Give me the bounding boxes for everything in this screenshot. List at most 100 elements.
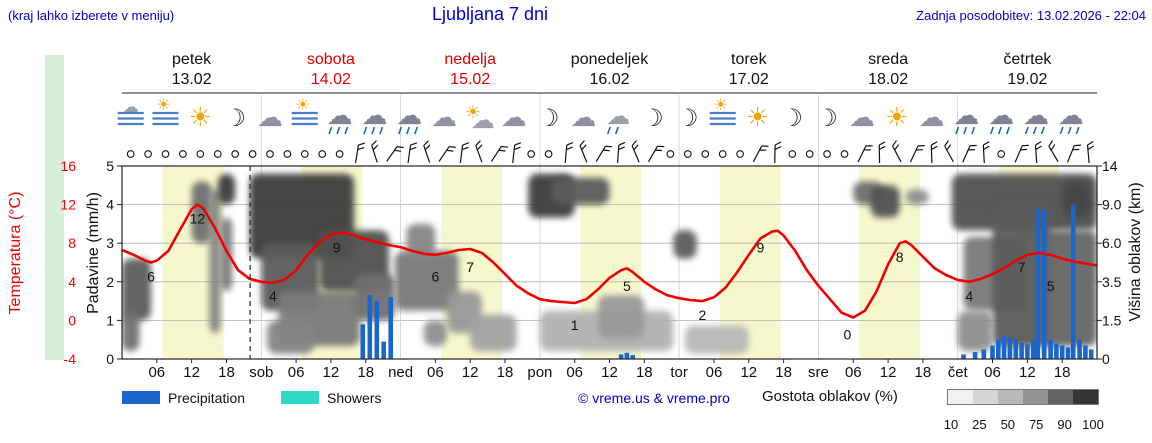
- day-name: sobota: [307, 51, 355, 68]
- raindrop-icon: [989, 126, 994, 135]
- time-tick-label: 06: [845, 364, 862, 381]
- time-tick-label: 06: [148, 364, 165, 381]
- temperature-value-label: 9: [757, 240, 765, 256]
- sun-icon: ☀: [746, 102, 769, 132]
- copyright-link[interactable]: © vreme.us & vreme.pro: [578, 390, 730, 406]
- cloud-icon: ☁: [362, 100, 388, 130]
- last-update-text: Zadnja posodobitev: 13.02.2026 - 22:04: [916, 8, 1146, 23]
- wind-calm-icon: [213, 150, 222, 158]
- day-date: 19.02: [1007, 71, 1047, 88]
- precip-bar: [1088, 349, 1094, 359]
- raindrop-icon: [1067, 126, 1072, 135]
- wind-calm-icon: [179, 150, 187, 158]
- density-tick-label: 100: [1082, 417, 1104, 432]
- cloud-icon: ☁: [396, 100, 422, 130]
- day-name: ponedeljek: [571, 51, 649, 68]
- cloud-icon: ☁: [988, 100, 1014, 130]
- precip-bar: [1077, 339, 1082, 359]
- precip-bar: [990, 345, 995, 359]
- cloud-km-tick-label: 6.0: [1102, 235, 1122, 251]
- temp-tick-label: 8: [68, 235, 76, 251]
- time-tick-label: 18: [775, 364, 792, 381]
- moon-icon: ☽: [224, 105, 246, 132]
- day-name: torek: [731, 51, 768, 68]
- left-accent-strip: [45, 55, 64, 360]
- cloud-icon: ☁: [849, 102, 875, 132]
- precip-bar: [972, 352, 978, 359]
- precip-bar: [1041, 210, 1047, 359]
- cloud-region: [684, 325, 749, 354]
- wind-barb-icon: [647, 145, 665, 163]
- precip-bar: [1007, 337, 1013, 359]
- moon-icon: ☽: [816, 105, 838, 132]
- wind-calm-icon: [283, 150, 292, 158]
- day-name: petek: [172, 51, 212, 68]
- raindrop-icon: [1024, 126, 1029, 135]
- day-abbrev-label: pon: [527, 364, 552, 381]
- wind-calm-icon: [144, 150, 152, 158]
- cloud-region: [470, 314, 517, 352]
- cloud-icon: ☁: [953, 100, 979, 130]
- raindrop-icon: [379, 126, 384, 135]
- day-abbrev-label: tor: [670, 364, 688, 381]
- precip-bar: [1025, 344, 1030, 359]
- raindrop-icon: [414, 126, 419, 135]
- wind-barb-icon: [892, 140, 902, 163]
- precip-bar: [1001, 335, 1007, 359]
- time-tick-label: 12: [462, 364, 479, 381]
- wind-calm-icon: [335, 150, 344, 158]
- time-tick-label: 18: [497, 364, 514, 381]
- wind-barb-icon: [1034, 141, 1042, 164]
- sun-icon: ☀: [156, 97, 170, 114]
- day-abbrev-label: sob: [249, 364, 273, 381]
- cloud-region: [220, 217, 233, 292]
- wind-barb-icon: [512, 142, 522, 164]
- time-tick-label: 18: [218, 364, 235, 381]
- temperature-value-label: 4: [965, 288, 973, 304]
- day-date: 15.02: [450, 71, 490, 88]
- precip-bar: [618, 354, 624, 359]
- wind-barb-icon: [564, 142, 574, 164]
- precip-bar: [1070, 204, 1076, 359]
- cloud-region: [217, 173, 236, 205]
- cloud-km-tick-label: 3.5: [1102, 274, 1122, 290]
- precip-tick-label: 3: [106, 235, 114, 251]
- wind-barb-icon: [423, 140, 431, 163]
- day-name: četrtek: [1003, 51, 1052, 68]
- precip-bar: [360, 324, 366, 359]
- cloud-icon: ☁: [919, 102, 945, 132]
- raindrop-icon: [955, 126, 960, 135]
- day-name: sreda: [868, 51, 908, 68]
- wind-barb-icon: [982, 141, 990, 164]
- wind-barb-icon: [962, 144, 977, 163]
- wind-barb-icon: [371, 140, 379, 163]
- cloud-icon: ☁: [570, 102, 596, 132]
- cloud-region: [597, 295, 645, 339]
- density-tick-label: 50: [1000, 417, 1016, 432]
- time-tick-label: 18: [357, 364, 374, 381]
- cloud-region: [122, 258, 151, 321]
- cloud-icon: ☁: [606, 103, 630, 130]
- precip-tick-label: 5: [106, 158, 114, 174]
- wind-barb-icon: [1086, 141, 1094, 164]
- sun-icon: ☀: [714, 97, 728, 114]
- wind-barb-icon: [616, 141, 626, 164]
- wind-calm-icon: [266, 150, 274, 158]
- day-date: 16.02: [589, 71, 629, 88]
- sun-icon: ☀: [885, 102, 908, 132]
- time-tick-label: 12: [1019, 364, 1036, 381]
- day-date: 13.02: [172, 71, 212, 88]
- wind-barb-icon: [475, 140, 483, 163]
- cloud-icon: ☁: [327, 100, 353, 130]
- temperature-value-label: 12: [190, 211, 206, 227]
- density-tick-label: 75: [1028, 417, 1044, 432]
- precip-bar: [1013, 339, 1019, 359]
- precip-bar: [388, 297, 393, 359]
- moon-icon: ☽: [782, 105, 804, 132]
- temp-tick-label: 16: [60, 158, 76, 174]
- density-tick-label: 25: [972, 417, 987, 432]
- cloud-region: [354, 274, 395, 321]
- time-tick-label: 18: [1054, 364, 1071, 381]
- temperature-value-label: 5: [623, 278, 631, 294]
- precip-tick-label: 1: [106, 312, 114, 328]
